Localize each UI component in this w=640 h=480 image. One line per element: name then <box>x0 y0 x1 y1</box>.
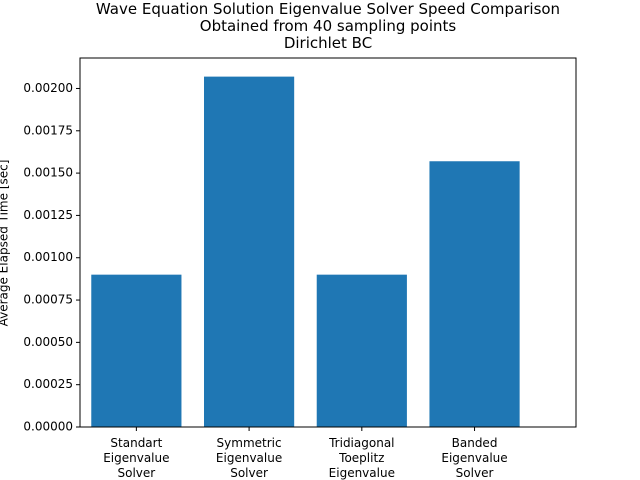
chart-subtitle-line: Dirichlet BC <box>284 34 372 52</box>
x-tick-label-line: Solver <box>456 466 494 480</box>
chart-title-line: Wave Equation Solution Eigenvalue Solver… <box>96 0 560 18</box>
y-tick-label: 0.00200 <box>23 81 73 95</box>
x-tick-label-line: Solver <box>230 466 268 480</box>
x-tick-label-line: Eigenvalue <box>329 466 395 480</box>
plot-frame <box>79 57 577 428</box>
bar <box>316 274 407 427</box>
x-tick-label: Standart Eigenvalue Solver <box>103 436 169 480</box>
x-tick-label-line: Tridiagonal <box>328 436 394 450</box>
y-axis-ticks: 0.00000 0.00025 0.00050 0.00075 0.00100 0.001… <box>23 81 80 434</box>
y-tick-label: 0.00025 <box>23 377 73 391</box>
y-tick-label: 0.00000 <box>23 420 73 434</box>
y-tick-label: 0.00075 <box>23 293 73 307</box>
bar <box>429 161 520 427</box>
bar <box>204 76 295 427</box>
x-tick-label-line: Symmetric <box>217 436 282 450</box>
y-tick-label: 0.00050 <box>23 335 73 349</box>
bar <box>91 274 182 427</box>
bars-group <box>91 76 520 427</box>
y-tick-label: 0.00100 <box>23 250 73 264</box>
x-tick-label-line: Banded <box>452 436 498 450</box>
x-tick-label-line: Eigenvalue <box>441 451 507 465</box>
y-tick-label: 0.00150 <box>23 166 73 180</box>
x-tick-label: Banded Eigenvalue Solver <box>441 436 507 480</box>
chart-subtitle-line: Obtained from 40 sampling points <box>200 17 457 35</box>
y-tick-label: 0.00175 <box>23 123 73 137</box>
y-tick-label: 0.00125 <box>23 208 73 222</box>
x-tick-label-line: Eigenvalue <box>216 451 282 465</box>
x-tick-label: Tridiagonal Toeplitz Eigenvalue <box>328 436 395 480</box>
x-tick-label-line: Toeplitz <box>338 451 384 465</box>
chart-title: Wave Equation Solution Eigenvalue Solver… <box>96 0 560 52</box>
x-tick-label-line: Eigenvalue <box>103 451 169 465</box>
y-axis-label: Average Elapsed Time [sec] <box>0 160 11 327</box>
x-tick-label-line: Solver <box>118 466 156 480</box>
x-tick-label: Symmetric Eigenvalue Solver <box>216 436 282 480</box>
x-tick-label-line: Standart <box>110 436 162 450</box>
